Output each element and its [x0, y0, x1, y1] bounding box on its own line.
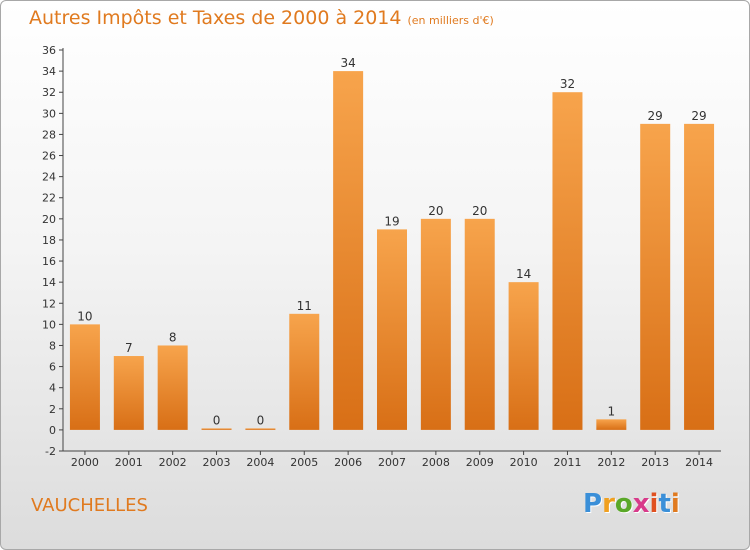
- x-tick-label: 2001: [115, 456, 143, 469]
- x-tick-label: 2005: [290, 456, 318, 469]
- bar: [420, 218, 451, 430]
- bar: [245, 428, 276, 430]
- bar: [377, 229, 407, 430]
- data-label: 11: [297, 299, 312, 313]
- y-tick-label: 22: [42, 192, 56, 205]
- y-tick-label: 2: [49, 403, 56, 416]
- bar: [113, 356, 144, 430]
- x-tick-label: 2012: [597, 456, 625, 469]
- y-tick-label: 30: [42, 107, 56, 120]
- data-label: 0: [213, 413, 221, 427]
- y-tick-label: 34: [42, 65, 56, 78]
- y-tick-label: 20: [42, 213, 56, 226]
- y-tick-label: 4: [49, 382, 56, 395]
- bar: [552, 92, 583, 430]
- x-tick-label: 2007: [378, 456, 406, 469]
- y-tick-label: 26: [42, 150, 56, 163]
- y-tick-label: 16: [42, 255, 56, 268]
- bar: [640, 123, 671, 430]
- bar: [333, 71, 364, 430]
- data-label: 10: [77, 309, 92, 323]
- y-tick-label: 32: [42, 86, 56, 99]
- y-tick-label: -2: [45, 445, 56, 458]
- x-tick-label: 2011: [553, 456, 581, 469]
- y-tick-label: 8: [49, 339, 56, 352]
- y-tick-label: 12: [42, 297, 56, 310]
- bar: [464, 218, 495, 430]
- y-tick-label: 18: [42, 234, 56, 247]
- data-label: 14: [516, 267, 531, 281]
- bar: [69, 324, 100, 430]
- town-name: VAUCHELLES: [31, 495, 148, 516]
- chart-title-text: Autres Impôts et Taxes de 2000 à 2014: [29, 7, 402, 29]
- bar: [508, 282, 539, 430]
- y-tick-label: 6: [49, 361, 56, 374]
- x-tick-label: 2000: [71, 456, 99, 469]
- x-tick-label: 2010: [510, 456, 538, 469]
- data-label: 20: [428, 204, 443, 218]
- bar: [596, 419, 627, 430]
- data-label: 19: [384, 214, 399, 228]
- x-tick-label: 2013: [641, 456, 669, 469]
- data-label: 7: [125, 341, 133, 355]
- bar: [157, 345, 188, 430]
- data-label: 20: [472, 204, 487, 218]
- y-tick-label: 14: [42, 276, 56, 289]
- chart-title: Autres Impôts et Taxes de 2000 à 2014 (en…: [29, 7, 494, 29]
- chart-subtitle: (en milliers d'€): [407, 14, 494, 27]
- x-tick-label: 2008: [422, 456, 450, 469]
- y-tick-label: 24: [42, 171, 56, 184]
- y-tick-label: 28: [42, 128, 56, 141]
- data-label: 0: [257, 413, 265, 427]
- data-label: 34: [340, 56, 355, 70]
- bar: [201, 428, 232, 430]
- y-tick-label: 36: [42, 44, 56, 57]
- data-label: 32: [560, 77, 575, 91]
- x-tick-label: 2009: [466, 456, 494, 469]
- data-label: 29: [691, 109, 706, 123]
- proxiti-logo: Proxiti: [583, 489, 680, 519]
- x-tick-label: 2003: [203, 456, 231, 469]
- x-tick-label: 2004: [246, 456, 274, 469]
- bar: [289, 313, 320, 430]
- data-label: 1: [608, 404, 616, 418]
- data-label: 8: [169, 330, 177, 344]
- bar: [684, 123, 715, 430]
- data-label: 29: [648, 109, 663, 123]
- y-tick-label: 10: [42, 318, 56, 331]
- x-tick-label: 2002: [159, 456, 187, 469]
- x-tick-label: 2006: [334, 456, 362, 469]
- x-tick-label: 2014: [685, 456, 713, 469]
- y-tick-label: 0: [49, 424, 56, 437]
